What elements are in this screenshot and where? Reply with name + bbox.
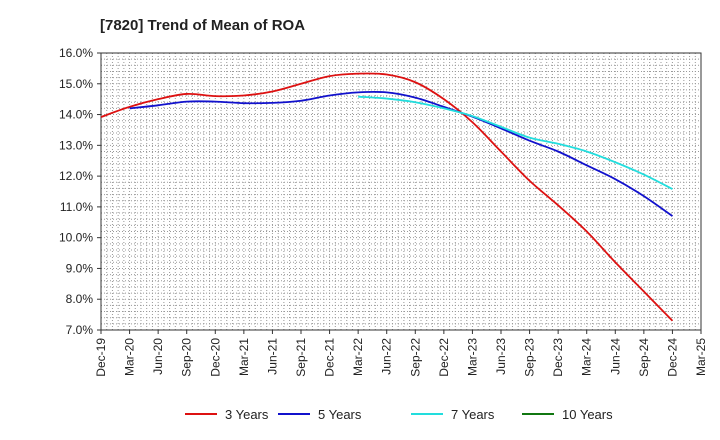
x-tick-label: Mar-25 xyxy=(694,338,708,376)
x-tick-label: Sep-20 xyxy=(180,338,194,377)
y-tick-label: 8.0% xyxy=(66,292,94,306)
x-tick-label: Jun-24 xyxy=(608,338,622,375)
x-tick-label: Sep-24 xyxy=(637,338,651,377)
legend-label-7-years: 7 Years xyxy=(451,407,495,422)
grid-lines xyxy=(101,53,701,330)
y-tick-label: 11.0% xyxy=(60,200,93,214)
x-tick-label: Dec-19 xyxy=(94,338,108,377)
y-tick-label: 15.0% xyxy=(59,77,93,91)
y-tick-label: 16.0% xyxy=(59,46,93,60)
x-tick-label: Dec-20 xyxy=(208,338,222,377)
series-line-5-years xyxy=(129,90,673,217)
x-tick-label: Mar-23 xyxy=(465,338,479,376)
legend: 3 Years 5 Years 7 Years 10 Years xyxy=(185,407,613,422)
x-tick-label: Mar-24 xyxy=(580,338,594,376)
x-tick-label: Jun-20 xyxy=(151,338,165,375)
x-tick-label: Dec-21 xyxy=(323,338,337,377)
x-tick-label: Sep-22 xyxy=(408,338,422,377)
x-axis: Dec-19 Mar-20 Jun-20 Sep-20 Dec-20 Mar-21 Jun-… xyxy=(94,330,708,377)
series-lines xyxy=(100,72,674,322)
y-tick-label: 10.0% xyxy=(59,231,93,245)
x-tick-label: Dec-23 xyxy=(551,338,565,377)
y-tick-label: 13.0% xyxy=(59,138,93,152)
x-tick-label: Dec-22 xyxy=(437,338,451,377)
series-line-7-years xyxy=(358,95,673,190)
legend-label-5-years: 5 Years xyxy=(318,407,362,422)
x-tick-label: Jun-21 xyxy=(265,338,279,375)
x-tick-label: Jun-23 xyxy=(494,338,508,375)
chart-title: [7820] Trend of Mean of ROA xyxy=(100,17,305,34)
x-tick-label: Jun-22 xyxy=(380,338,394,375)
x-tick-label: Mar-21 xyxy=(237,338,251,376)
y-tick-label: 7.0% xyxy=(66,323,94,337)
legend-label-10-years: 10 Years xyxy=(562,407,613,422)
y-axis: 7.0% 8.0% 9.0% 10.0% 11.0% 12.0% 13.0% 14.0% 15.… xyxy=(59,46,101,337)
x-tick-label: Dec-24 xyxy=(665,338,679,377)
y-tick-label: 12.0% xyxy=(59,169,93,183)
legend-label-3-years: 3 Years xyxy=(225,407,269,422)
plot-area xyxy=(100,52,702,331)
y-tick-label: 14.0% xyxy=(59,108,93,122)
series-line-3-years xyxy=(100,72,674,322)
x-tick-label: Mar-22 xyxy=(351,338,365,376)
x-tick-label: Sep-23 xyxy=(523,338,537,377)
y-tick-label: 9.0% xyxy=(66,261,94,275)
x-tick-label: Mar-20 xyxy=(123,338,137,376)
x-tick-label: Sep-21 xyxy=(294,338,308,377)
